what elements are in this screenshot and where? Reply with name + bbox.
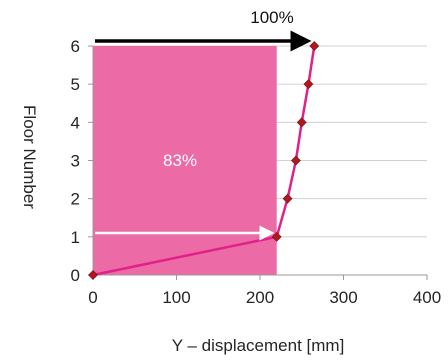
x-tick-label-400: 400 bbox=[413, 288, 441, 307]
data-point-5 bbox=[303, 79, 314, 90]
tick-labels: 0 100 200 300 400 0 1 2 3 4 5 6 bbox=[71, 37, 442, 307]
y-axis-title: Floor Number bbox=[20, 105, 39, 209]
x-tick-label-100: 100 bbox=[162, 288, 190, 307]
data-point-0 bbox=[88, 270, 98, 280]
x-axis-title: Y – displacement [mm] bbox=[172, 336, 345, 355]
label-83-percent: 83% bbox=[163, 151, 197, 170]
data-point-2 bbox=[282, 193, 293, 204]
x-tick-label-0: 0 bbox=[88, 288, 97, 307]
x-tick-label-300: 300 bbox=[329, 288, 357, 307]
y-tick-label-5: 5 bbox=[71, 75, 80, 94]
annotations: 100% 83% bbox=[95, 8, 312, 241]
y-tick-label-2: 2 bbox=[71, 190, 80, 209]
y-tick-label-3: 3 bbox=[71, 152, 80, 171]
data-series bbox=[88, 41, 320, 280]
y-tick-label-6: 6 bbox=[71, 37, 80, 56]
y-tick-label-4: 4 bbox=[71, 113, 80, 132]
data-point-6 bbox=[309, 41, 320, 51]
data-point-3 bbox=[290, 155, 301, 166]
x-tick-label-200: 200 bbox=[246, 288, 274, 307]
y-tick-label-0: 0 bbox=[71, 266, 80, 285]
y-tick-label-1: 1 bbox=[71, 228, 80, 247]
label-100-percent: 100% bbox=[250, 8, 293, 27]
shaded-region bbox=[93, 46, 277, 275]
data-point-4 bbox=[296, 117, 307, 128]
